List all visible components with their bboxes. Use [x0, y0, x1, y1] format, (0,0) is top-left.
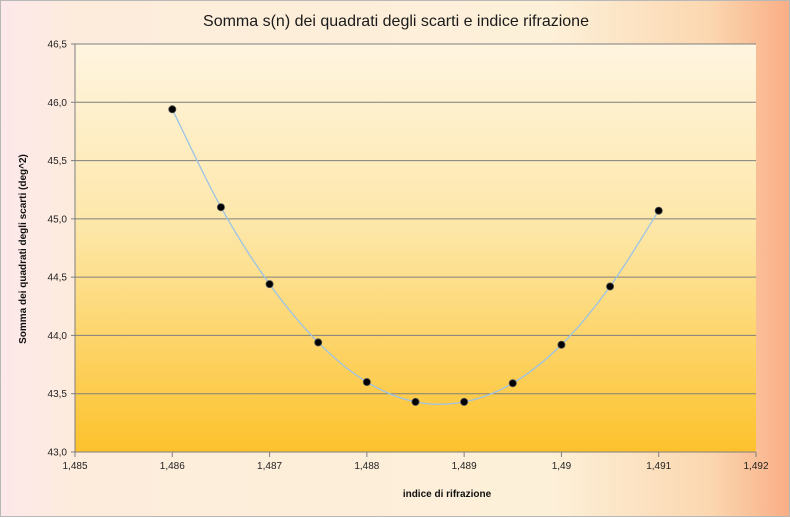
x-axis-label: indice di rifrazione: [403, 489, 492, 500]
data-point: [606, 282, 615, 291]
y-axis-label: Somma dei quadrati degli scarti (deg^2): [18, 154, 29, 344]
axes: [71, 43, 757, 457]
x-tick-label: 1,485: [62, 461, 87, 472]
y-tick-label: 44,5: [48, 273, 68, 284]
data-point: [216, 203, 225, 212]
data-point: [168, 105, 177, 114]
y-tick-label: 44,0: [48, 331, 68, 342]
data-point: [460, 397, 469, 406]
y-tick-label: 46,0: [48, 98, 68, 109]
data-point: [314, 338, 323, 347]
y-tick-label: 46,5: [48, 40, 68, 51]
x-tick-label: 1,491: [646, 461, 671, 472]
data-point: [557, 340, 566, 349]
x-tick-label: 1,488: [354, 461, 379, 472]
data-point: [508, 379, 517, 388]
y-tick-label: 45,0: [48, 214, 68, 225]
x-tick-label: 1,487: [257, 461, 282, 472]
data-point: [265, 280, 274, 289]
tick-labels: 43,0 43,5 44,0 44,5 45,0 45,5 46,0 46,5 1,485 1,4…: [48, 40, 769, 473]
x-tick-label: 1,486: [160, 461, 185, 472]
data-point: [411, 397, 420, 406]
data-points: [168, 105, 663, 406]
data-point: [654, 206, 663, 215]
x-tick-label: 1,489: [452, 461, 477, 472]
gridlines: [75, 43, 756, 453]
data-point: [362, 378, 371, 387]
plot-area: [75, 44, 756, 452]
x-tick-label: 1,49: [552, 461, 572, 472]
chart-title: Somma s(n) dei quadrati degli scarti e i…: [203, 13, 589, 30]
y-tick-label: 43,5: [48, 389, 68, 400]
x-tick-label: 1,492: [743, 461, 768, 472]
y-tick-label: 43,0: [48, 448, 68, 459]
y-tick-label: 45,5: [48, 156, 68, 167]
